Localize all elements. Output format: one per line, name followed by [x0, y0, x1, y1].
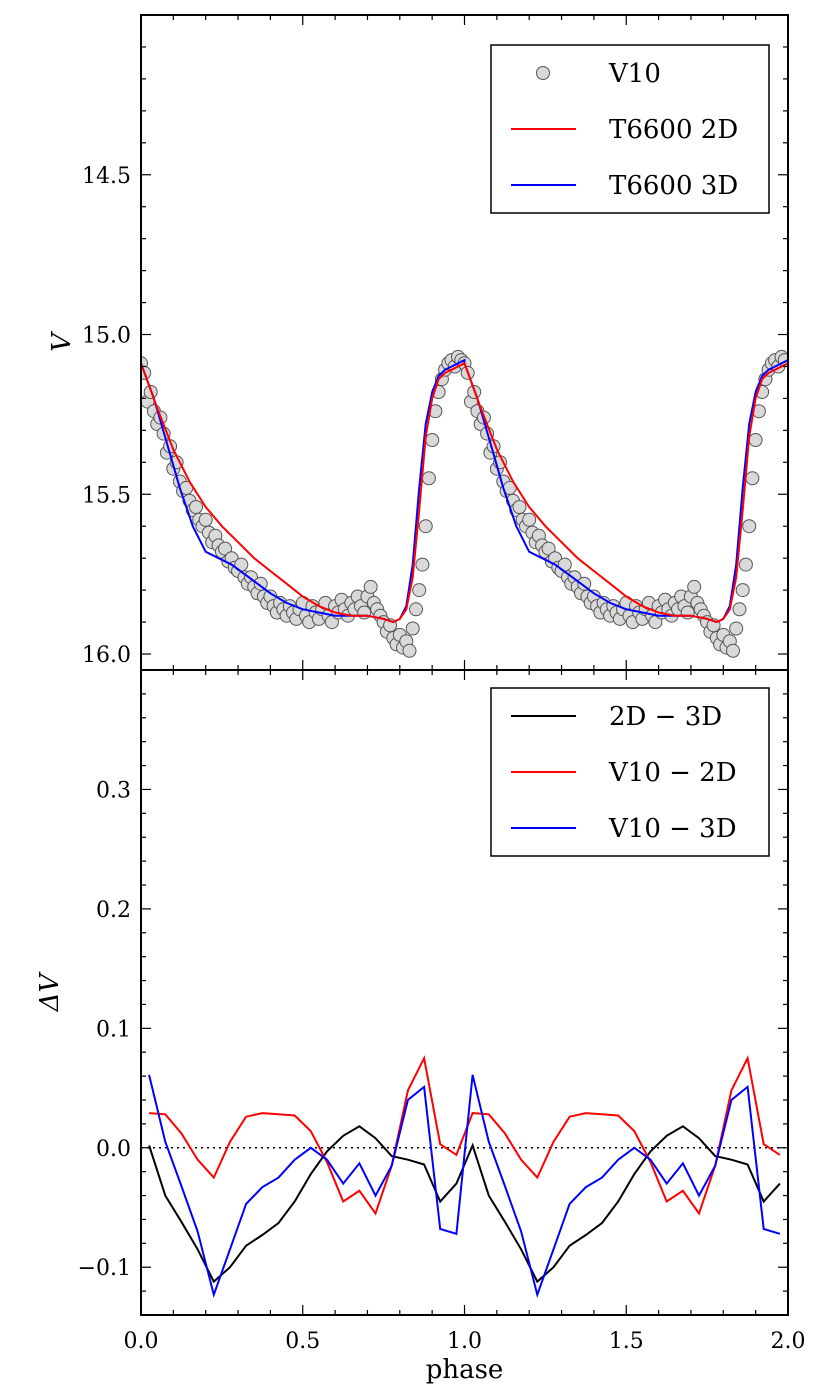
v10-data-point: [735, 583, 750, 598]
axis-ticks: [141, 15, 788, 1315]
v10-data-point: [415, 557, 430, 572]
v10-data-point: [357, 605, 372, 620]
t6600-2d-model-line: [141, 361, 788, 624]
v10-data-point: [218, 541, 233, 556]
bottom-y-tick-label: 0.1: [96, 1017, 131, 1042]
v10-data-point: [680, 605, 695, 620]
bottom-y-tick-label: 0.2: [96, 898, 131, 923]
legend-label: V10: [608, 59, 661, 89]
legends: V10 T6600 2D T6600 3D 2D − 3D V10 − 2D V10 − …: [490, 44, 770, 857]
v10-data-point: [418, 519, 433, 534]
v10-data-point: [512, 500, 527, 514]
v10-data-point: [726, 643, 740, 658]
x-tick-label: 1.5: [609, 1329, 644, 1354]
legend-label: T6600 2D: [609, 115, 738, 145]
legend-label: V10 − 3D: [608, 814, 737, 844]
x-tick-label: 0.0: [124, 1329, 159, 1354]
top-y-tick-label: 15.5: [82, 483, 131, 508]
v10-data-point: [363, 579, 378, 594]
v10-data-point: [412, 583, 427, 598]
v10-data-point: [738, 557, 753, 572]
legend-label: V10 − 2D: [608, 758, 737, 788]
bottom-panel-plot-area: [141, 1055, 788, 1299]
v10-data-point: [742, 519, 757, 534]
v10-data-point: [745, 471, 760, 486]
legend-marker-swatch: [536, 66, 550, 80]
v10-data-point: [732, 602, 747, 617]
top-y-tick-label: 16.0: [82, 643, 131, 668]
v10-data-point: [189, 500, 203, 514]
x-tick-label: 0.5: [285, 1329, 320, 1354]
bottom-y-tick-label: 0.0: [96, 1137, 131, 1162]
top-panel-plot-area: [141, 349, 788, 658]
bottom-y-tick-label: −0.1: [78, 1256, 131, 1281]
top-legend: V10 T6600 2D T6600 3D: [490, 44, 770, 214]
v10-data-point: [577, 576, 592, 591]
2d-minus-3d-line: [148, 1125, 781, 1284]
v10-data-point: [253, 576, 268, 591]
axis-labels: 14.5 15.0 15.5 16.0 −0.1 0.0 0.1 0.2 0.3 0.0 0.5 1.…: [35, 164, 806, 1385]
x-axis-label: phase: [426, 1355, 504, 1384]
x-tick-label: 1.0: [447, 1329, 482, 1354]
v10-data-point: [409, 602, 423, 617]
v10-minus-2d-line: [149, 1055, 781, 1216]
v10-data-point: [748, 433, 763, 447]
v10-minus-3d-line: [148, 1074, 781, 1299]
v10-data-point: [421, 471, 436, 486]
top-y-tick-label: 15.0: [82, 324, 131, 349]
v10-data-point: [402, 643, 417, 658]
v10-data-point: [405, 621, 420, 636]
top-y-tick-label: 14.5: [82, 164, 131, 189]
v10-data-point: [541, 541, 556, 556]
v10-data-point: [729, 621, 744, 636]
v10-data-point: [522, 512, 537, 527]
v10-data-point: [425, 433, 440, 447]
legend-label: T6600 3D: [609, 171, 738, 201]
legend-label: 2D − 3D: [609, 702, 722, 732]
top-y-axis-label: V: [47, 331, 77, 352]
v10-data-point: [687, 579, 702, 594]
x-tick-label: 2.0: [771, 1329, 806, 1354]
bottom-legend: 2D − 3D V10 − 2D V10 − 3D: [490, 687, 770, 857]
v10-data-point: [198, 512, 213, 527]
bottom-y-axis-label: ΔV: [35, 972, 65, 1013]
bottom-y-tick-label: 0.3: [96, 778, 131, 803]
